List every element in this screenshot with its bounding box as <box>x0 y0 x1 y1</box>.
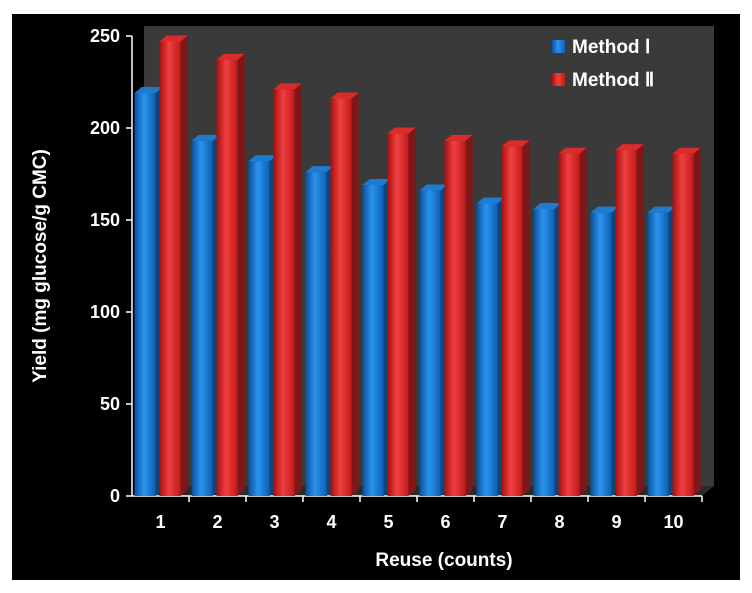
y-tick-label: 100 <box>90 302 120 322</box>
x-tick-label: 2 <box>212 512 222 532</box>
x-tick-label: 6 <box>440 512 450 532</box>
x-tick-label: 8 <box>554 512 564 532</box>
y-tick-label: 0 <box>110 486 120 506</box>
bar-chart: 0 50 100 150 200 250 1 2 3 4 5 6 7 8 9 10 Reuse (counts… <box>30 26 714 571</box>
y-axis-title: Yield (mg glucose/g CMC) <box>30 149 51 383</box>
bar-method-1-reuse-8 <box>533 202 562 496</box>
chart-frame: 0 50 100 150 200 250 1 2 3 4 5 6 7 8 9 10 Reuse (counts… <box>12 14 740 580</box>
bar-method-2-reuse-2 <box>216 53 245 497</box>
x-tick-label: 1 <box>155 512 165 532</box>
bar-method-1-reuse-9 <box>590 206 619 496</box>
x-tick-label: 9 <box>611 512 621 532</box>
x-tick-label: 5 <box>383 512 393 532</box>
bar-method-1-reuse-7 <box>476 197 505 496</box>
bar-method-2-reuse-1 <box>159 35 188 497</box>
y-tick-label: 50 <box>100 394 120 414</box>
x-tick-label: 4 <box>326 512 336 532</box>
legend-label: Method Ⅰ <box>572 37 650 58</box>
bar-method-2-reuse-3 <box>273 83 302 497</box>
bar-method-1-reuse-2 <box>191 134 220 496</box>
y-tick-label: 150 <box>90 210 120 230</box>
x-tick-label: 10 <box>663 512 683 532</box>
bar-method-2-reuse-4 <box>330 92 359 496</box>
bar-method-2-reuse-8 <box>558 147 587 496</box>
legend-swatch <box>552 40 565 53</box>
bar-method-1-reuse-5 <box>362 179 391 497</box>
bar-method-1-reuse-10 <box>647 206 676 496</box>
legend: Method Ⅰ Method Ⅱ <box>552 37 654 91</box>
bar-method-1-reuse-3 <box>248 155 277 496</box>
bar-method-1-reuse-1 <box>134 87 163 496</box>
bar-method-1-reuse-4 <box>305 166 334 496</box>
y-tick-label: 200 <box>90 118 120 138</box>
legend-label: Method Ⅱ <box>572 70 654 91</box>
bar-method-2-reuse-9 <box>615 144 644 496</box>
x-tick-label: 3 <box>269 512 279 532</box>
legend-item-method-2: Method Ⅱ <box>552 70 654 91</box>
x-tick-label: 7 <box>497 512 507 532</box>
tick-labels: 0 50 100 150 200 250 1 2 3 4 5 6 7 8 9 10 <box>90 26 684 532</box>
bar-method-2-reuse-5 <box>387 127 416 497</box>
legend-swatch <box>552 73 565 86</box>
y-tick-label: 250 <box>90 26 120 46</box>
x-axis-title: Reuse (counts) <box>375 550 512 571</box>
legend-item-method-1: Method Ⅰ <box>552 37 650 58</box>
bar-method-2-reuse-10 <box>672 147 701 496</box>
bar-method-2-reuse-7 <box>501 140 530 496</box>
bar-method-1-reuse-6 <box>419 184 448 496</box>
bars <box>134 35 701 497</box>
bar-method-2-reuse-6 <box>444 134 473 496</box>
